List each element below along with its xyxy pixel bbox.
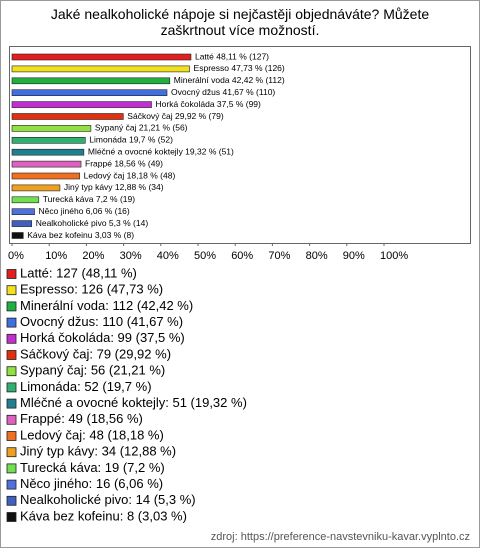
title-box: Jaké nealkoholické nápoje si nejčastěji … (50, 6, 430, 38)
bar-label: Něco jiného 6,06 % (16) (39, 206, 130, 216)
bar (11, 65, 190, 73)
legend-label: Limonáda: 52 (19,7 %) (20, 379, 152, 394)
bar (11, 232, 24, 239)
bar (11, 137, 86, 144)
legend-swatch (6, 382, 17, 393)
bar (11, 160, 82, 168)
legend-label: Minerální voda: 112 (42,42 %) (20, 298, 193, 313)
legend-label: Sypaný čaj: 56 (21,21 %) (20, 363, 165, 378)
x-tick-label: 70% (268, 250, 290, 262)
x-tick-label: 10% (45, 250, 67, 262)
legend-swatch (6, 269, 17, 279)
legend-label: Ledový čaj: 48 (18,18 %) (20, 427, 164, 442)
bar-label: Frappé 18,56 % (49) (85, 158, 163, 168)
x-tick-label: 20% (82, 250, 104, 262)
x-tick-label: 60% (231, 250, 253, 262)
legend-swatch (6, 495, 17, 506)
bar (11, 220, 33, 227)
bar-label: Espresso 47,73 % (126) (194, 63, 285, 73)
legend-label: Ovocný džus: 110 (41,67 %) (20, 314, 183, 329)
bar-label: Horká čokoláda 37,5 % (99) (156, 99, 262, 109)
legend-label: Frappé: 49 (18,56 %) (20, 411, 143, 426)
chart-title: Jaké nealkoholické nápoje si nejčastěji … (50, 6, 430, 38)
legend-swatch (6, 317, 17, 328)
legend-label: Jiný typ kávy: 34 (12,88 %) (20, 444, 176, 459)
legend-swatch (6, 463, 17, 474)
bar (11, 172, 80, 180)
bar-label: Sáčkový čaj 29,92 % (79) (127, 111, 224, 121)
bar-label: Jiný typ kávy 12,88 % (34) (64, 182, 164, 192)
legend-label: Espresso: 126 (47,73 %) (20, 282, 163, 297)
legend-label: Sáčkový čaj: 79 (29,92 %) (20, 346, 171, 361)
bar-label: Sypaný čaj 21,21 % (56) (95, 123, 188, 133)
bar (11, 77, 171, 85)
bar-label: Nealkoholické pivo 5,3 % (14) (36, 218, 149, 228)
legend-swatch (6, 479, 17, 490)
legend-swatch (6, 333, 17, 344)
x-tick-label: 90% (343, 250, 365, 262)
legend-swatch (6, 366, 17, 377)
bar (11, 184, 61, 192)
legend-label: Káva bez kofeinu: 8 (3,03 %) (20, 508, 187, 523)
x-tick-label: 80% (306, 250, 328, 262)
bar-label: Limonáda 19,7 % (52) (89, 135, 173, 145)
bar (11, 148, 85, 156)
bar-label: Ovocný džus 41,67 % (110) (171, 87, 275, 97)
legend-label: Horká čokoláda: 99 (37,5 %) (20, 330, 185, 345)
bar (11, 89, 168, 96)
bar (11, 208, 35, 215)
legend-swatch (6, 398, 17, 409)
legend-label: Latté: 127 (48,11 %) (20, 265, 137, 280)
bar-label: Ledový čaj 18,18 % (48) (84, 170, 176, 180)
x-tick-label: 50% (194, 250, 216, 262)
legend-swatch (6, 350, 17, 360)
x-tick-label: 40% (157, 250, 179, 262)
legend-swatch (6, 512, 17, 522)
legend-label: Nealkoholické pivo: 14 (5,3 %) (20, 492, 196, 507)
legend-swatch (6, 447, 17, 458)
bar-label: Káva bez kofeinu 3,03 % (8) (27, 230, 134, 240)
source: zdroj: https://preference-navstevniku-ka… (211, 531, 470, 543)
bar (11, 196, 40, 204)
x-tick-label: 0% (8, 250, 24, 262)
legend-label: Mléčné a ovocné koktejly: 51 (19,32 %) (20, 395, 247, 410)
bar (11, 125, 92, 132)
bar-label: Latté 48,11 % (127) (195, 51, 269, 61)
bar (11, 53, 192, 61)
legend-swatch (6, 414, 17, 425)
x-tick-label: 30% (120, 250, 142, 262)
bar (11, 113, 124, 120)
legend-label: Turecká káva: 19 (7,2 %) (20, 460, 165, 475)
legend-swatch (6, 301, 17, 312)
legend-swatch (6, 285, 17, 296)
bar-label: Turecká káva 7,2 % (19) (43, 194, 135, 204)
legend-swatch (6, 431, 17, 441)
bar (11, 101, 152, 108)
x-tick-label: 100% (380, 250, 408, 262)
bar-label: Mléčné a ovocné koktejly 19,32 % (51) (88, 146, 234, 156)
legend-label: Něco jiného: 16 (6,06 %) (20, 476, 163, 491)
bar-label: Minerální voda 42,42 % (112) (174, 75, 285, 85)
